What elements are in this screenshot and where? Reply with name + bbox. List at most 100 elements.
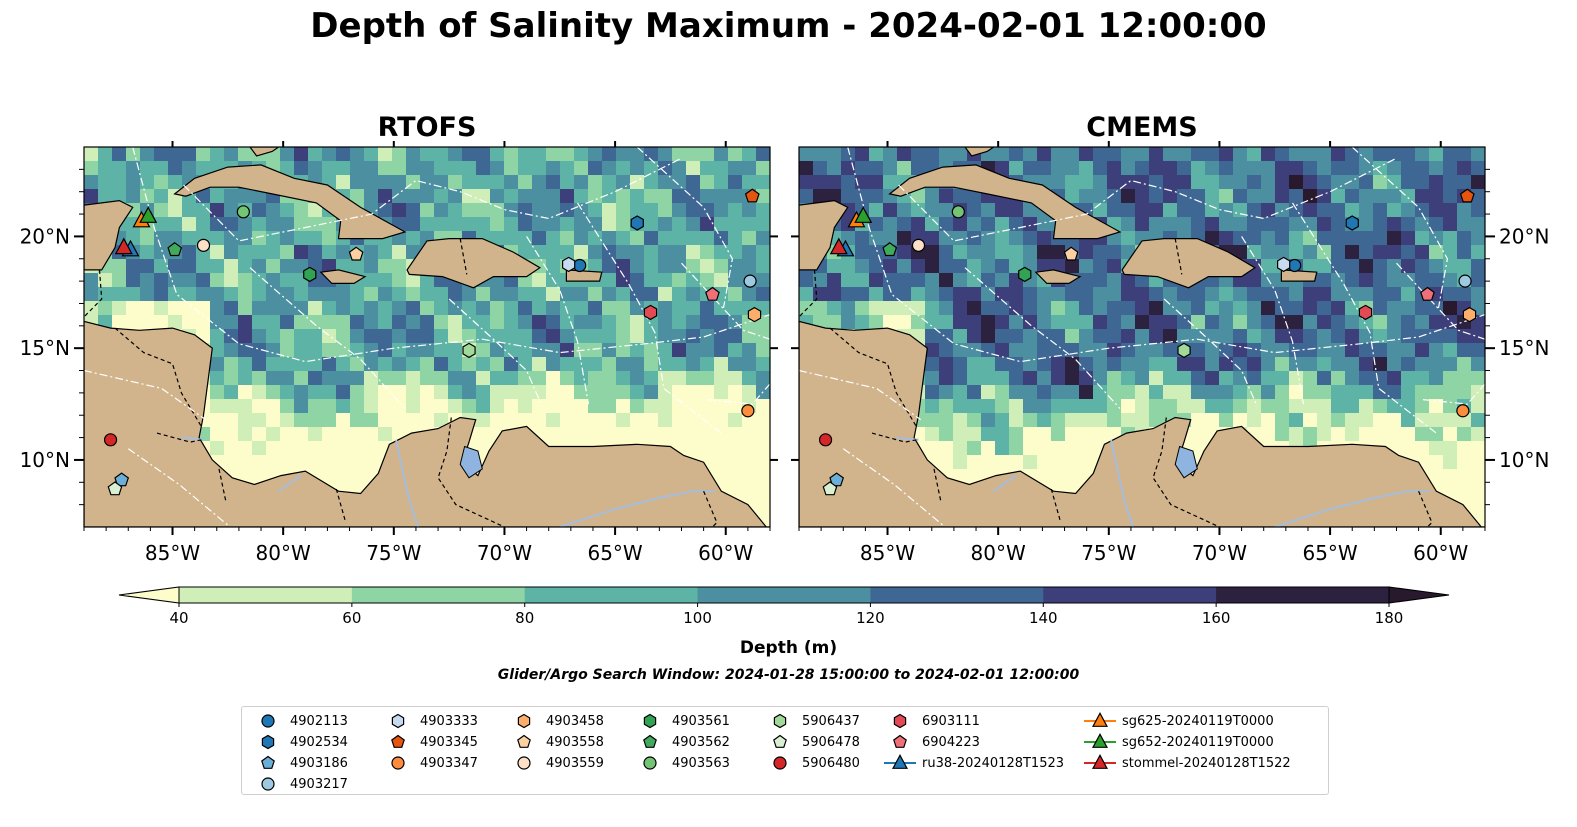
salinity-cell: [1051, 245, 1066, 260]
salinity-cell: [616, 427, 631, 442]
salinity-cell: [532, 147, 547, 162]
salinity-cell: [714, 203, 729, 218]
salinity-cell: [1303, 329, 1318, 344]
lon-tick-label: 75°W: [1081, 541, 1136, 565]
salinity-cell: [1135, 161, 1150, 176]
salinity-cell: [1163, 287, 1178, 302]
salinity-cell: [1163, 189, 1178, 204]
salinity-cell: [1373, 413, 1388, 428]
salinity-cell: [154, 231, 169, 246]
salinity-cell: [925, 329, 940, 344]
salinity-cell: [630, 427, 645, 442]
salinity-cell: [756, 497, 770, 512]
salinity-cell: [1457, 427, 1472, 442]
salinity-cell: [336, 147, 351, 162]
salinity-cell: [392, 175, 407, 190]
salinity-cell: [602, 315, 617, 330]
salinity-cell: [742, 245, 757, 260]
salinity-cell: [560, 357, 575, 372]
salinity-cell: [1359, 371, 1374, 386]
salinity-cell: [967, 455, 982, 470]
salinity-cell: [1233, 217, 1248, 232]
salinity-cell: [1471, 441, 1485, 456]
salinity-cell: [1331, 315, 1346, 330]
salinity-cell: [448, 147, 463, 162]
salinity-cell: [897, 273, 912, 288]
salinity-cell: [1303, 301, 1318, 316]
salinity-cell: [1037, 371, 1052, 386]
salinity-cell: [939, 273, 954, 288]
salinity-cell: [967, 231, 982, 246]
salinity-cell: [1121, 357, 1136, 372]
salinity-cell: [644, 231, 659, 246]
salinity-cell: [672, 161, 687, 176]
salinity-cell: [1373, 287, 1388, 302]
salinity-cell: [574, 175, 589, 190]
salinity-cell: [238, 147, 253, 162]
marker-4903561: [303, 266, 317, 283]
salinity-cell: [252, 455, 267, 470]
salinity-cell: [1345, 371, 1360, 386]
marker-5906437: [462, 342, 476, 359]
salinity-cell: [1037, 385, 1052, 400]
salinity-cell: [1009, 147, 1024, 162]
salinity-cell: [546, 175, 561, 190]
salinity-cell: [1191, 217, 1206, 232]
salinity-cell: [434, 301, 449, 316]
salinity-cell: [1275, 301, 1290, 316]
salinity-cell: [742, 427, 757, 442]
salinity-cell: [1373, 175, 1388, 190]
salinity-cell: [1373, 231, 1388, 246]
salinity-cell: [1149, 385, 1164, 400]
salinity-cell: [112, 147, 127, 162]
salinity-cell: [686, 231, 701, 246]
salinity-cell: [224, 427, 239, 442]
salinity-cell: [869, 203, 884, 218]
salinity-cell: [1415, 441, 1430, 456]
salinity-cell: [224, 231, 239, 246]
salinity-cell: [1065, 147, 1080, 162]
salinity-cell: [1373, 273, 1388, 288]
legend-label: 5906478: [802, 734, 860, 750]
salinity-cell: [855, 259, 870, 274]
salinity-cell: [1037, 399, 1052, 414]
salinity-cell: [378, 259, 393, 274]
country-border: [933, 468, 942, 501]
salinity-cell: [1275, 203, 1290, 218]
salinity-cell: [686, 357, 701, 372]
salinity-cell: [1093, 147, 1108, 162]
salinity-cell: [869, 259, 884, 274]
salinity-cell: [1443, 427, 1458, 442]
salinity-cell: [462, 357, 477, 372]
salinity-cell: [1415, 427, 1430, 442]
salinity-cell: [925, 189, 940, 204]
salinity-cell: [728, 203, 743, 218]
salinity-cell: [644, 203, 659, 218]
salinity-cell: [1429, 315, 1444, 330]
salinity-cell: [1233, 175, 1248, 190]
salinity-cell: [238, 273, 253, 288]
salinity-cell: [1429, 329, 1444, 344]
salinity-cell: [1177, 161, 1192, 176]
salinity-cell: [630, 259, 645, 274]
salinity-cell: [911, 259, 926, 274]
marker-4903559: [911, 238, 926, 252]
salinity-cell: [1219, 329, 1234, 344]
salinity-cell: [1443, 287, 1458, 302]
map-clip: [84, 147, 770, 527]
salinity-cell: [252, 329, 267, 344]
salinity-cell: [98, 273, 113, 288]
legend-label: 4902113: [290, 713, 348, 729]
legend-marker-icon: [773, 734, 787, 748]
salinity-cell: [1401, 399, 1416, 414]
salinity-cell: [392, 203, 407, 218]
salinity-cell: [322, 315, 337, 330]
salinity-cell: [1303, 427, 1318, 442]
salinity-cell: [1443, 483, 1458, 498]
salinity-cell: [1443, 147, 1458, 162]
salinity-cell: [742, 371, 757, 386]
salinity-cell: [700, 259, 715, 274]
marker-4903563: [951, 205, 965, 219]
salinity-cell: [1289, 161, 1304, 176]
salinity-cell: [1149, 301, 1164, 316]
